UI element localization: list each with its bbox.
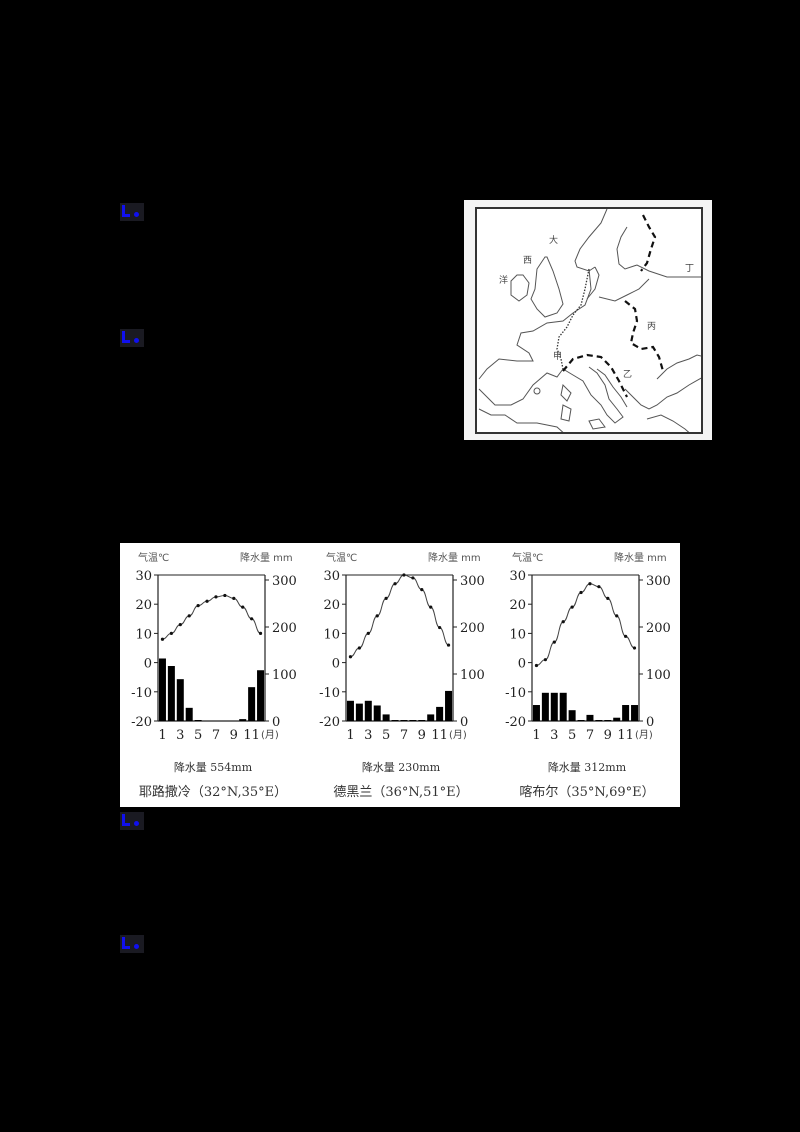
map-label-yi: 乙 — [623, 370, 633, 380]
svg-text:30: 30 — [135, 569, 152, 584]
map-frame: 大 西 洋 甲 乙 丙 丁 — [475, 207, 703, 434]
svg-text:100: 100 — [460, 668, 485, 683]
svg-text:10: 10 — [135, 627, 152, 642]
precip-axis-title: 降水量 mm — [240, 553, 293, 564]
climate-chart-jerusalem: 气温℃ 降水量 mm 30 20 10 0 -10 -20 300 200 100 0 1 3 5 7 9 1… — [120, 543, 306, 807]
svg-text:1: 1 — [346, 728, 354, 743]
svg-text:3: 3 — [176, 728, 184, 743]
precip-total: 降水量 230mm — [361, 761, 441, 774]
svg-text:5: 5 — [382, 728, 390, 743]
svg-text:100: 100 — [646, 668, 671, 683]
svg-text:30: 30 — [323, 569, 340, 584]
svg-text:9: 9 — [604, 728, 612, 743]
svg-text:100: 100 — [272, 668, 297, 683]
map-label-bing: 丙 — [647, 322, 657, 332]
svg-text:300: 300 — [646, 574, 671, 589]
climate-chart-kabul: 气温℃ 降水量 mm 30 20 10 0 -10 -20 300 200 100 0 1 3 5 7 9 1… — [494, 543, 680, 807]
svg-text:11: 11 — [243, 728, 260, 743]
svg-text:-10: -10 — [505, 686, 526, 701]
map-label-ding: 丁 — [685, 264, 695, 274]
question-marker-2 — [120, 329, 144, 347]
svg-text:20: 20 — [323, 598, 340, 613]
climate-charts-figure: 气温℃ 降水量 mm 30 20 10 0 -10 -20 300 200 100 0 1 3 5 7 9 1… — [120, 543, 680, 807]
svg-text:0: 0 — [332, 657, 340, 672]
svg-text:(月): (月) — [635, 729, 653, 741]
svg-text:0: 0 — [460, 715, 468, 730]
svg-text:200: 200 — [272, 621, 297, 636]
question-number-marker-icon — [122, 814, 130, 826]
svg-text:-10: -10 — [319, 686, 340, 701]
svg-text:7: 7 — [212, 728, 220, 743]
europe-map-figure: 大 西 洋 甲 乙 丙 丁 — [464, 200, 712, 440]
station-name: 德黑兰（36°N,51°E） — [333, 785, 469, 800]
map-label-da: 大 — [549, 236, 559, 246]
svg-text:20: 20 — [509, 598, 526, 613]
map-label-xi: 西 — [523, 256, 533, 266]
svg-text:5: 5 — [568, 728, 576, 743]
question-marker-4 — [120, 935, 144, 953]
station-name: 耶路撒冷（32°N,35°E） — [138, 785, 288, 800]
svg-text:9: 9 — [418, 728, 426, 743]
climate-chart-tehran: 气温℃ 降水量 mm 30 20 10 0 -10 -20 300 200 100 0 1 3 5 7 9 1… — [308, 543, 494, 807]
marker-dot — [134, 338, 139, 343]
svg-text:0: 0 — [144, 657, 152, 672]
svg-text:-10: -10 — [131, 686, 152, 701]
precip-axis-title: 降水量 mm — [614, 553, 667, 564]
coastline-map — [478, 209, 701, 432]
map-label-yang: 洋 — [499, 276, 509, 286]
svg-text:-20: -20 — [131, 715, 152, 730]
svg-text:5: 5 — [194, 728, 202, 743]
question-number-marker-icon — [122, 937, 130, 949]
svg-text:10: 10 — [509, 627, 526, 642]
svg-text:11: 11 — [617, 728, 634, 743]
svg-text:200: 200 — [460, 621, 485, 636]
svg-text:9: 9 — [230, 728, 238, 743]
svg-text:7: 7 — [400, 728, 408, 743]
svg-text:0: 0 — [518, 657, 526, 672]
map-label-jia: 甲 — [553, 352, 563, 362]
svg-text:-20: -20 — [505, 715, 526, 730]
marker-dot — [134, 944, 139, 949]
svg-text:300: 300 — [272, 574, 297, 589]
svg-text:-20: -20 — [319, 715, 340, 730]
question-marker-1 — [120, 203, 144, 221]
precip-axis-title: 降水量 mm — [428, 553, 481, 564]
temp-axis-title: 气温℃ — [138, 553, 170, 564]
svg-text:1: 1 — [158, 728, 166, 743]
temp-axis-title: 气温℃ — [512, 553, 544, 564]
svg-text:0: 0 — [646, 715, 654, 730]
svg-text:11: 11 — [431, 728, 448, 743]
question-number-marker-icon — [122, 205, 130, 217]
svg-text:1: 1 — [532, 728, 540, 743]
marker-dot — [134, 212, 139, 217]
precip-total: 降水量 554mm — [173, 761, 253, 774]
precip-total: 降水量 312mm — [547, 761, 627, 774]
marker-dot — [134, 821, 139, 826]
svg-text:3: 3 — [364, 728, 372, 743]
svg-text:7: 7 — [586, 728, 594, 743]
svg-text:(月): (月) — [261, 729, 279, 741]
svg-text:300: 300 — [460, 574, 485, 589]
question-marker-3 — [120, 812, 144, 830]
svg-text:10: 10 — [323, 627, 340, 642]
svg-text:(月): (月) — [449, 729, 467, 741]
svg-text:200: 200 — [646, 621, 671, 636]
temp-axis-title: 气温℃ — [326, 553, 358, 564]
svg-text:3: 3 — [550, 728, 558, 743]
svg-text:0: 0 — [272, 715, 280, 730]
svg-text:20: 20 — [135, 598, 152, 613]
svg-text:30: 30 — [509, 569, 526, 584]
question-number-marker-icon — [122, 331, 130, 343]
station-name: 喀布尔（35°N,69°E） — [519, 785, 655, 800]
